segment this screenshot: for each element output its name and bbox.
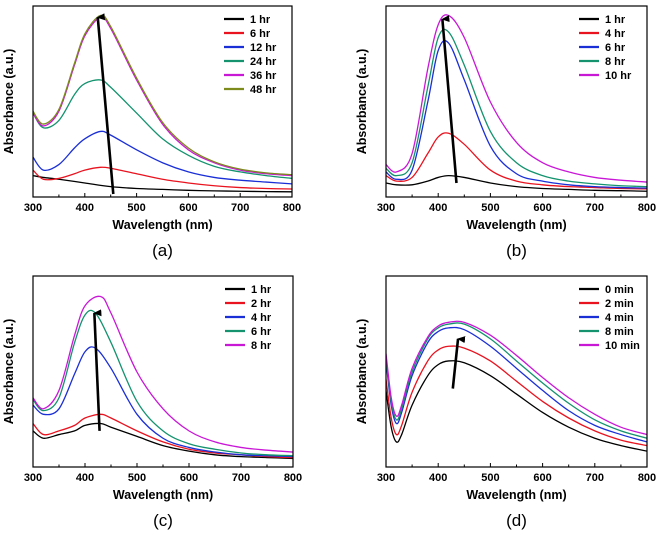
legend-label: 10 hr	[605, 70, 632, 82]
legend-label: 24 hr	[250, 56, 277, 68]
series-line	[33, 413, 293, 459]
legend-label: 8 hr	[605, 56, 626, 68]
legend-label: 8 min	[605, 326, 634, 338]
legend-label: 8 hr	[251, 340, 272, 352]
legend-label: 6 hr	[250, 28, 271, 40]
x-tick-label: 600	[180, 472, 198, 484]
series-line	[386, 320, 647, 436]
legend-label: 1 hr	[605, 14, 626, 26]
legend-label: 0 min	[605, 284, 634, 296]
chart-panel: 300 400 500 600 700 800 Wavelength (nm) Absorba…	[355, 5, 656, 260]
y-axis-label: Absorbance (a.u.)	[355, 49, 369, 155]
series-line	[33, 295, 293, 453]
chart-panel: 300 400 500 600 700 800 Wavelength (nm) Absorba…	[2, 5, 301, 260]
series-line	[386, 322, 647, 439]
chart-panel: 300 400 500 600 700 800 Wavelength (nm) Absorba…	[2, 275, 302, 530]
panel-label: (a)	[152, 241, 173, 260]
series-line	[386, 345, 647, 447]
trend-arrow	[441, 15, 458, 184]
legend-label: 36 hr	[250, 70, 277, 82]
x-tick-label: 700	[231, 202, 249, 214]
series-line	[386, 40, 647, 189]
series-line	[33, 174, 292, 193]
series-line	[33, 16, 292, 177]
x-tick-label: 700	[586, 472, 604, 484]
x-tick-label: 800	[283, 202, 301, 214]
x-tick-label: 300	[377, 472, 395, 484]
x-tick-label: 600	[533, 202, 551, 214]
series-line	[33, 130, 292, 185]
trend-arrow	[96, 13, 115, 195]
legend-label: 4 min	[605, 312, 634, 324]
legend-label: 10 min	[605, 340, 640, 352]
series-line	[33, 166, 292, 190]
x-tick-label: 300	[377, 202, 395, 214]
x-tick-label: 500	[481, 202, 499, 214]
x-tick-label: 700	[586, 202, 604, 214]
legend-label: 12 hr	[250, 42, 277, 54]
x-tick-label: 700	[232, 472, 250, 484]
legend-label: 6 hr	[605, 42, 626, 54]
legend-label: 1 hr	[250, 14, 271, 26]
series-line	[33, 79, 292, 180]
trend-arrow	[451, 336, 466, 389]
x-tick-label: 500	[127, 202, 145, 214]
x-tick-label: 800	[638, 202, 656, 214]
x-axis-label: Wavelength (nm)	[466, 218, 566, 232]
x-axis-label: Wavelength (nm)	[113, 488, 213, 502]
legend-label: 4 hr	[251, 312, 272, 324]
chart-panel: 300 400 500 600 700 800 Wavelength (nm) Absorba…	[355, 275, 656, 530]
x-tick-label: 300	[24, 472, 42, 484]
legend-label: 1 hr	[251, 284, 272, 296]
y-axis-label: Absorbance (a.u.)	[2, 49, 16, 155]
x-axis-label: Wavelength (nm)	[112, 218, 212, 232]
panel-label: (c)	[153, 511, 173, 530]
x-tick-label: 400	[76, 202, 94, 214]
x-tick-label: 800	[284, 472, 302, 484]
series-line	[386, 360, 647, 452]
x-tick-label: 800	[638, 472, 656, 484]
x-tick-label: 600	[533, 472, 551, 484]
panel-label: (b)	[506, 241, 527, 260]
x-tick-label: 400	[429, 202, 447, 214]
y-axis-label: Absorbance (a.u.)	[355, 319, 369, 425]
x-axis-label: Wavelength (nm)	[466, 488, 566, 502]
series-line	[386, 326, 647, 443]
series-line	[33, 346, 293, 458]
legend-label: 2 min	[605, 298, 634, 310]
legend-label: 2 hr	[251, 298, 272, 310]
x-tick-label: 400	[76, 472, 94, 484]
x-tick-label: 500	[128, 472, 146, 484]
x-tick-label: 400	[429, 472, 447, 484]
series-line	[386, 28, 647, 188]
legend-label: 6 hr	[251, 326, 272, 338]
y-axis-label: Absorbance (a.u.)	[2, 319, 16, 425]
panel-label: (d)	[506, 511, 527, 530]
series-line	[386, 14, 647, 183]
x-tick-label: 300	[24, 202, 42, 214]
series-line	[386, 174, 647, 192]
x-tick-label: 600	[179, 202, 197, 214]
series-line	[386, 132, 647, 190]
series-line	[33, 422, 293, 460]
x-tick-label: 500	[481, 472, 499, 484]
series-line	[33, 309, 293, 457]
series-line	[33, 14, 292, 176]
legend-label: 48 hr	[250, 84, 277, 96]
trend-arrow	[93, 309, 102, 431]
legend-label: 4 hr	[605, 28, 626, 40]
